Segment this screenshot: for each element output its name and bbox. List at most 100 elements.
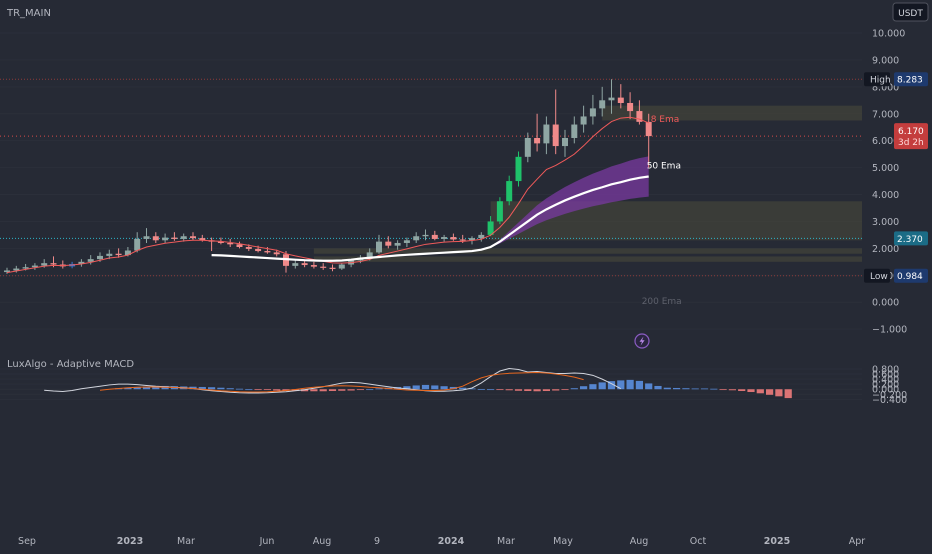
macd-panel <box>44 367 792 399</box>
price-tick-label: 5.000 <box>872 163 899 174</box>
level-badge-bg <box>894 231 928 246</box>
candle-body <box>599 100 606 109</box>
price-tick-label: 3.000 <box>872 217 899 228</box>
macd-histogram-bar <box>728 389 736 391</box>
candle-body <box>124 250 131 256</box>
candle-body <box>524 137 531 157</box>
price-tick-label: 6.000 <box>872 136 899 147</box>
macd-histogram-bar <box>440 386 448 390</box>
candle-body <box>608 97 615 101</box>
macd-histogram-bar <box>328 389 337 392</box>
macd-histogram-bar <box>775 389 783 397</box>
macd-histogram-bar <box>477 388 485 390</box>
time-tick-label: Aug <box>313 536 332 547</box>
candle-body <box>4 270 10 273</box>
order-block-zone <box>313 256 862 262</box>
macd-histogram-bar <box>208 387 216 390</box>
macd-histogram-bar <box>468 388 476 390</box>
macd-histogram-bar <box>487 389 495 391</box>
high-badge-label-bg <box>864 72 890 87</box>
macd-histogram-bar <box>533 389 541 392</box>
macd-histogram-bar <box>691 388 699 390</box>
candles <box>4 79 652 274</box>
macd-histogram-bar <box>356 389 364 391</box>
candle-body <box>422 234 429 237</box>
macd-histogram-bar <box>124 387 132 390</box>
order-block-zones <box>313 105 862 262</box>
macd-histogram-bar <box>431 385 439 390</box>
candle-body <box>227 242 234 245</box>
macd-histogram-bar <box>700 388 709 390</box>
low-badge-label: Low <box>870 272 888 282</box>
order-block-zone <box>313 248 862 254</box>
time-tick-label: Mar <box>497 536 515 547</box>
macd-histogram-bar <box>617 380 625 390</box>
macd-histogram-bar <box>189 386 197 390</box>
macd-histogram-bar <box>235 388 244 390</box>
macd-histogram-bar <box>217 387 225 390</box>
candle-body <box>143 236 150 239</box>
time-tick-label: May <box>553 536 573 547</box>
time-axis[interactable]: Sep 2023 Mar Jun Aug 9 2024 Mar May Aug Oct 2025 Apr <box>18 536 865 547</box>
time-tick-label: 2025 <box>764 536 790 547</box>
macd-histogram-bar <box>561 389 569 391</box>
candle-body <box>273 252 280 255</box>
macd-histogram-bar <box>542 389 550 392</box>
macd-histogram-bar <box>347 389 355 391</box>
macd-tick-label: 0.000 <box>872 385 899 396</box>
macd-histogram-bar <box>263 389 271 391</box>
ema-50-line <box>211 175 649 262</box>
candle-body <box>292 263 299 266</box>
level-badge-value: 2.370 <box>897 235 923 245</box>
macd-histogram-bar <box>524 389 532 392</box>
currency-label: USDT <box>898 9 923 19</box>
candle-body <box>580 116 587 125</box>
price-tick-label: 2.000 <box>872 244 899 255</box>
candle-body <box>385 241 392 246</box>
candle-body <box>636 111 643 122</box>
candle-body <box>394 242 401 246</box>
macd-histogram-bar <box>654 385 662 390</box>
candle-body <box>543 124 550 144</box>
candle-body <box>255 248 262 252</box>
ema-8-line <box>6 116 649 274</box>
candle-body <box>552 124 559 147</box>
price-tick-label: 8.000 <box>872 82 899 93</box>
candle-body <box>180 236 187 239</box>
macd-histogram-bar <box>198 386 206 390</box>
macd-line <box>44 367 622 394</box>
macd-histogram-bar <box>756 389 764 394</box>
price-tick-label: −1.000 <box>872 325 907 336</box>
macd-histogram-bar <box>459 387 467 390</box>
candle-body <box>310 265 317 267</box>
candle-body <box>534 137 541 144</box>
macd-histogram-bar <box>738 389 746 392</box>
low-badge-label-bg <box>864 268 890 283</box>
candle-body <box>459 239 466 241</box>
currency-button[interactable]: USDT <box>892 2 929 22</box>
candle-body <box>320 266 327 268</box>
price-tick-label: 7.000 <box>872 109 899 120</box>
ema-8-label: 8 Ema <box>651 115 680 125</box>
macd-histogram-bar <box>449 386 457 390</box>
macd-histogram-bar <box>580 386 588 390</box>
candle-body <box>441 237 448 239</box>
candle-body <box>496 201 503 222</box>
candle-body <box>617 97 624 103</box>
price-tick-label: 0.000 <box>872 298 899 309</box>
macd-tick-label: −0.400 <box>872 395 907 406</box>
price-tick-label: 9.000 <box>872 55 899 66</box>
macd-histogram-bar <box>366 389 374 391</box>
alert-icon[interactable] <box>634 333 650 349</box>
candle-body <box>403 240 410 243</box>
indicator-title: LuxAlgo - Adaptive MACD <box>7 359 134 370</box>
macd-histogram-bar <box>226 388 234 390</box>
macd-histogram-bar <box>310 389 318 392</box>
current-price-value: 6.170 <box>898 127 924 137</box>
macd-histogram-bar <box>645 383 653 390</box>
macd-histogram-bar <box>626 379 634 390</box>
candle-body <box>152 236 159 241</box>
macd-histogram-bar <box>719 389 727 391</box>
